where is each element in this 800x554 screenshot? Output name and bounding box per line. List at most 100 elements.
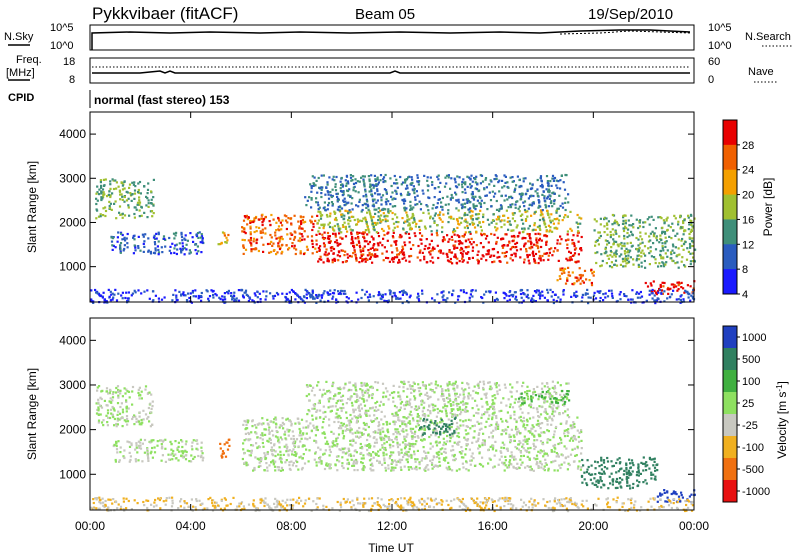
heatmap-cell [508,298,511,301]
heatmap-cell [624,222,627,225]
heatmap-cell [313,439,316,442]
heatmap-cell [472,205,475,208]
heatmap-cell [288,467,291,470]
heatmap-cell [538,250,541,253]
heatmap-cell [561,202,564,205]
heatmap-cell [299,215,302,218]
heatmap-cell [520,288,523,292]
heatmap-cell [391,217,394,221]
heatmap-cell [302,300,305,303]
heatmap-cell [527,447,530,450]
heatmap-cell [352,189,355,192]
heatmap-cell [433,196,436,199]
heatmap-cell [112,244,115,247]
heatmap-cell [349,431,352,434]
heatmap-cell [544,206,547,209]
heatmap-cell [337,399,341,402]
heatmap-cell [428,196,431,200]
heatmap-cell [666,255,669,258]
heatmap-cell [134,249,137,252]
heatmap-cell [622,227,625,230]
heatmap-cell [648,293,651,296]
heatmap-cell [492,429,495,432]
heatmap-cell [315,425,318,429]
heatmap-cell [196,448,199,451]
heatmap-cell [187,292,190,295]
heatmap-cell [282,453,285,456]
heatmap-cell [656,297,659,300]
heatmap-cell [301,457,304,460]
heatmap-cell [528,262,531,265]
heatmap-cell [260,217,263,220]
heatmap-cell [265,290,268,293]
heatmap-cell [623,245,626,248]
heatmap-cell [162,439,165,442]
heatmap-cell [514,242,517,245]
heatmap-cell [389,177,392,180]
heatmap-cell [421,292,424,295]
heatmap-cell [140,214,143,217]
heatmap-cell [325,254,328,257]
heatmap-cell [387,208,390,211]
heatmap-cell [362,253,365,256]
heatmap-cell [139,394,142,397]
heatmap-cell [429,419,433,422]
heatmap-cell [423,438,426,441]
heatmap-cell [266,422,269,425]
heatmap-cell [258,422,261,425]
heatmap-cell [639,290,642,294]
heatmap-cell [528,417,532,420]
heatmap-cell [377,294,380,297]
heatmap-cell [661,230,664,233]
heatmap-cell [377,219,380,222]
heatmap-cell [592,294,596,297]
heatmap-cell [398,258,401,262]
heatmap-cell [199,241,202,244]
heatmap-cell [125,237,128,240]
heatmap-cell [358,200,361,203]
heatmap-cell [466,261,469,264]
heatmap-cell [559,268,562,272]
heatmap-cell [466,213,469,216]
heatmap-cell [524,219,528,222]
heatmap-cell [576,445,579,448]
heatmap-cell [305,420,308,423]
heatmap-cell [507,186,510,189]
heatmap-cell [559,204,562,208]
heatmap-cell [448,249,451,252]
heatmap-cell [244,248,248,251]
heatmap-cell [369,247,372,250]
heatmap-cell [638,292,641,295]
heatmap-cell [541,450,544,453]
heatmap-cell [502,446,506,450]
heatmap-cell [522,439,525,442]
heatmap-cell [118,205,122,208]
heatmap-cell [266,451,269,454]
heatmap-cell [528,457,531,460]
heatmap-cell [556,453,560,456]
heatmap-cell [523,205,526,208]
heatmap-cell [242,423,245,426]
heatmap-cell [174,234,177,237]
heatmap-cell [281,292,284,295]
heatmap-cell [381,219,384,222]
heatmap-cell [599,234,602,238]
heatmap-cell [563,432,566,435]
heatmap-cell [501,461,504,464]
heatmap-cell [96,386,99,389]
heatmap-cell [625,262,628,265]
heatmap-cell [659,283,662,287]
heatmap-cell [431,458,434,461]
heatmap-cell [188,460,191,463]
heatmap-cell [515,425,518,428]
heatmap-cell [404,187,408,190]
heatmap-cell [293,247,296,250]
heatmap-cell [338,243,341,246]
heatmap-cell [420,435,423,438]
heatmap-cell [323,467,327,471]
heatmap-cell [518,210,521,213]
heatmap-cell [458,235,461,239]
heatmap-cell [331,188,334,191]
heatmap-cell [280,466,284,469]
heatmap-cell [410,454,413,457]
